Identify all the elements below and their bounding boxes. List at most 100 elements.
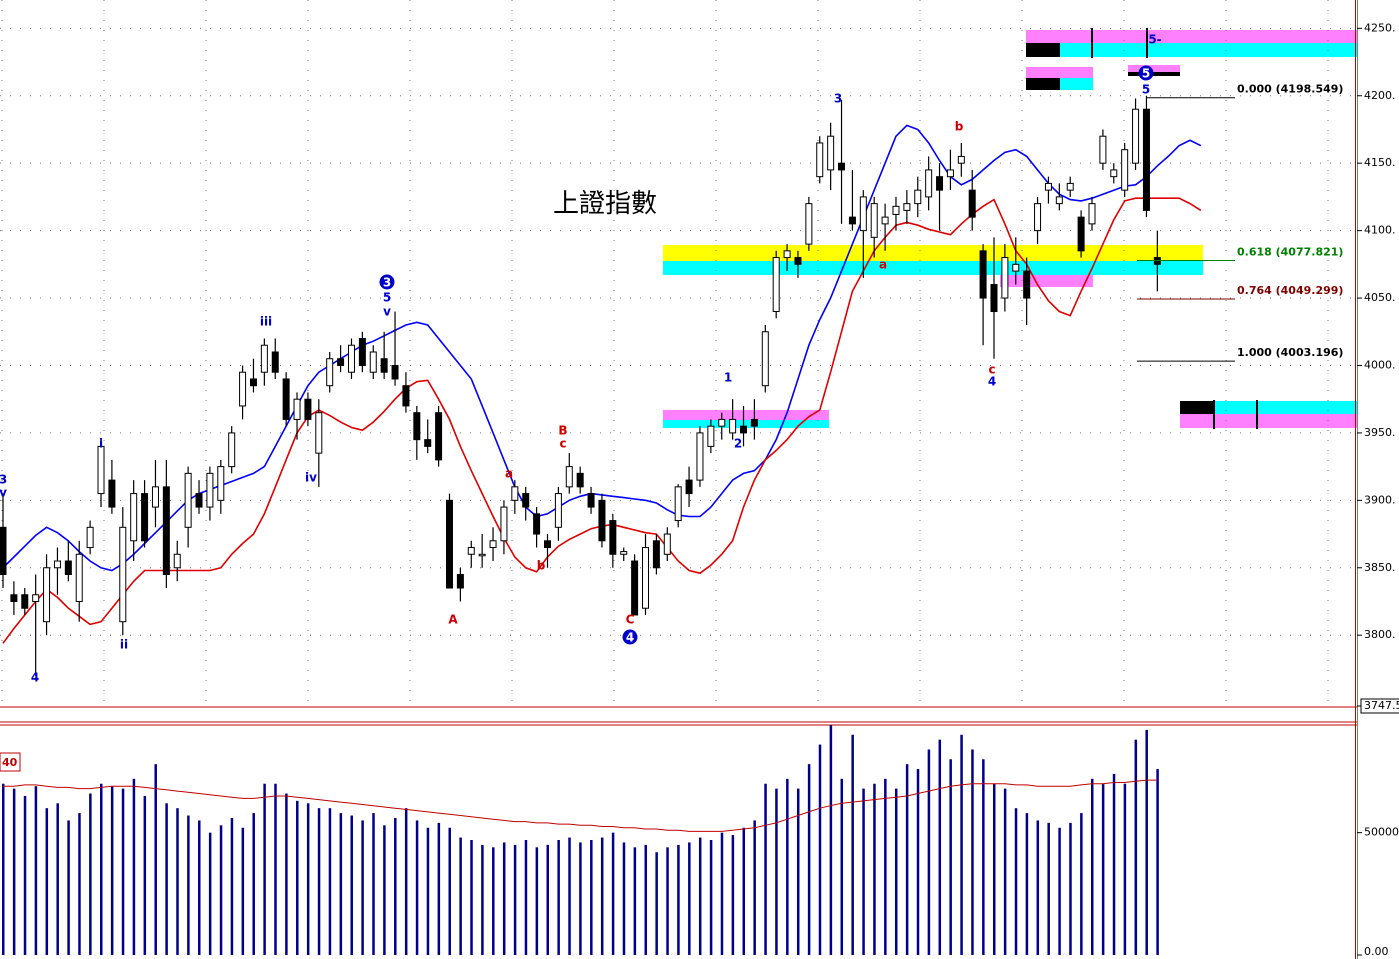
volume-bar [143, 795, 147, 955]
volume-bar [208, 832, 212, 955]
y-tick-label: 3900. [1364, 493, 1396, 506]
volume-bar [394, 817, 397, 955]
zone [663, 410, 829, 420]
y-tick-label: 4000. [1364, 358, 1396, 371]
volume-bar [764, 783, 767, 955]
candle-body [511, 486, 519, 501]
volume-bar [742, 827, 746, 955]
candle-body [631, 560, 639, 616]
wave-label: 3 [0, 473, 7, 487]
candle-body [239, 371, 247, 407]
candle-body [554, 493, 562, 528]
volume-bar [1101, 783, 1105, 955]
tick-label-box [1360, 698, 1399, 714]
zone [663, 261, 1203, 275]
wave-label: ii [120, 638, 128, 652]
volume-bar [688, 842, 691, 955]
volume-bar [971, 749, 974, 955]
volume-bar [611, 832, 615, 955]
volume-bar [219, 825, 223, 955]
volume-bar [818, 744, 822, 955]
candle-body [347, 344, 355, 373]
candle-body [1110, 169, 1118, 178]
zone [1026, 43, 1357, 57]
candle-body [740, 425, 748, 434]
candle-body [130, 493, 138, 542]
volume-bar [426, 827, 430, 955]
zone [1026, 30, 1357, 43]
volume-bar [720, 832, 724, 955]
candle-body [979, 250, 987, 299]
candle-body [0, 526, 7, 576]
wave-label: a [505, 467, 513, 481]
candle-body [86, 526, 94, 549]
wave-label: 4 [988, 375, 996, 389]
volume-bar [89, 793, 92, 955]
candle-body [467, 547, 475, 555]
volume-bar [557, 840, 560, 955]
wave-label: c [988, 363, 995, 377]
volume-bar [1134, 739, 1138, 955]
candle-body [544, 540, 551, 549]
volume-bar [230, 817, 234, 955]
wave-label: 1 [724, 371, 732, 385]
volume-bar [328, 808, 332, 955]
y-tick-label: 4050. [1364, 291, 1396, 304]
candle-body [783, 250, 791, 259]
candle-body [838, 162, 846, 171]
volume-bar [176, 808, 179, 955]
volume-bar [949, 759, 952, 955]
zone [1026, 78, 1060, 90]
volume-bar [840, 778, 844, 955]
candle-body [53, 560, 61, 569]
volume-bar [383, 825, 386, 955]
volume-bar [655, 852, 658, 955]
candle-body [1034, 203, 1042, 232]
volume-bar [807, 764, 811, 955]
volume-bar [633, 847, 637, 955]
candle-body [413, 412, 421, 441]
volume-bar [535, 847, 539, 955]
volume-bar [590, 840, 593, 955]
volume-bar [579, 842, 582, 955]
volume-bar [927, 749, 931, 955]
volume-bar [492, 847, 495, 955]
volume-bar [982, 759, 985, 955]
wave-label: v [0, 486, 7, 500]
wave-label: a [879, 258, 887, 272]
volume-bar [1014, 808, 1018, 955]
zone [1180, 414, 1357, 428]
wave-label: 2 [734, 437, 742, 451]
candle-body [271, 351, 279, 373]
indicator-box [0, 752, 21, 772]
volume-bar [1080, 813, 1083, 955]
volume-bar [1145, 729, 1148, 955]
volume-bar [1003, 788, 1007, 955]
y-tick-label: 3747.5 [1364, 699, 1399, 712]
volume-bar [274, 783, 277, 955]
volume-bar [154, 764, 157, 955]
candle-body [478, 553, 486, 557]
wave-circle [622, 629, 638, 645]
volume-bar [796, 788, 800, 955]
volume-bar [916, 769, 920, 955]
candle-body [402, 385, 410, 407]
indicator-label: 40 [2, 756, 18, 769]
volume-bar [56, 803, 59, 955]
volume-bar [1047, 822, 1050, 955]
zone [1180, 401, 1214, 414]
candle-body [358, 338, 366, 366]
fib-label: 0.764 (4049.299) [1237, 284, 1343, 297]
candle-body [21, 594, 29, 609]
wave-label: i [99, 437, 103, 451]
volume-bar [568, 837, 571, 955]
volume-bar [121, 788, 125, 955]
y-tick-label: 4100. [1364, 224, 1396, 237]
volume-bar [23, 795, 27, 955]
candle-body [805, 203, 813, 245]
volume-bar [502, 842, 506, 955]
y-tick-label: 50000 [1364, 826, 1399, 839]
volume-bar [666, 847, 669, 955]
